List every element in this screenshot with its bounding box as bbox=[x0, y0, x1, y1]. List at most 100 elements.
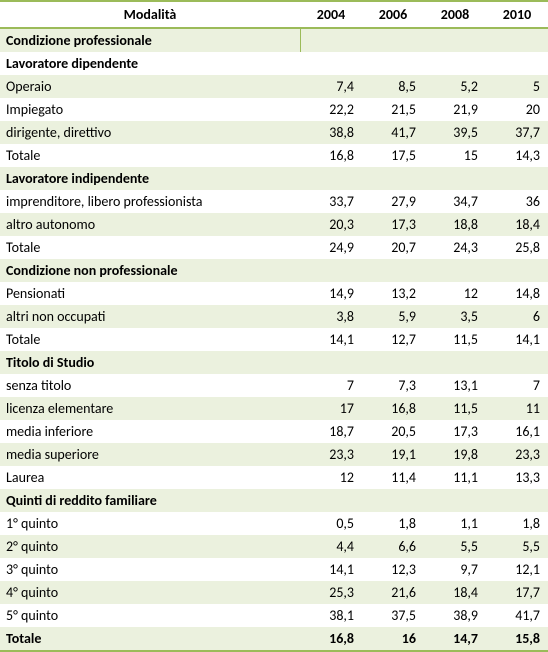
cell-value: 3,8 bbox=[300, 305, 362, 328]
cell-value: 33,7 bbox=[300, 190, 362, 213]
cell-value bbox=[362, 259, 424, 282]
table-row: Quinti di reddito familiare bbox=[0, 489, 548, 512]
cell-value bbox=[486, 167, 548, 190]
cell-value: 23,3 bbox=[300, 443, 362, 466]
cell-value: 11,5 bbox=[424, 397, 486, 420]
table-row: 3° quinto14,112,39,712,1 bbox=[0, 558, 548, 581]
cell-value: 1,8 bbox=[362, 512, 424, 535]
row-label: altri non occupati bbox=[0, 305, 300, 328]
table-row: Titolo di Studio bbox=[0, 351, 548, 374]
cell-value: 21,6 bbox=[362, 581, 424, 604]
cell-value bbox=[486, 259, 548, 282]
col-header-2006: 2006 bbox=[362, 1, 424, 28]
table-row: 5° quinto38,137,538,941,7 bbox=[0, 604, 548, 627]
cell-value bbox=[362, 52, 424, 75]
cell-value: 5,2 bbox=[424, 75, 486, 98]
cell-value: 12,7 bbox=[362, 328, 424, 351]
cell-value: 20,7 bbox=[362, 236, 424, 259]
cell-value: 36 bbox=[486, 190, 548, 213]
cell-value: 0,5 bbox=[300, 512, 362, 535]
cell-value: 13,1 bbox=[424, 374, 486, 397]
cell-value: 18,4 bbox=[486, 213, 548, 236]
col-header-2004: 2004 bbox=[300, 1, 362, 28]
table-row: 4° quinto25,321,618,417,7 bbox=[0, 581, 548, 604]
table-row: altri non occupati3,85,93,56 bbox=[0, 305, 548, 328]
cell-value: 19,8 bbox=[424, 443, 486, 466]
table-row: Lavoratore dipendente bbox=[0, 52, 548, 75]
cell-value: 14,3 bbox=[486, 144, 548, 167]
row-label: Totale bbox=[0, 328, 300, 351]
table-row: Totale16,81614,715,8 bbox=[0, 627, 548, 651]
row-label: 3° quinto bbox=[0, 558, 300, 581]
cell-value: 41,7 bbox=[362, 121, 424, 144]
row-label: 5° quinto bbox=[0, 604, 300, 627]
cell-value: 12 bbox=[300, 466, 362, 489]
table-row: Lavoratore indipendente bbox=[0, 167, 548, 190]
cell-value: 14,9 bbox=[300, 282, 362, 305]
row-label: Pensionati bbox=[0, 282, 300, 305]
table-body: Condizione professionaleLavoratore dipen… bbox=[0, 28, 548, 651]
cell-value bbox=[424, 489, 486, 512]
cell-value bbox=[300, 489, 362, 512]
cell-value: 16,1 bbox=[486, 420, 548, 443]
cell-value: 15 bbox=[424, 144, 486, 167]
data-table: Modalità 2004 2006 2008 2010 Condizione … bbox=[0, 0, 548, 652]
cell-value bbox=[424, 52, 486, 75]
cell-value: 11,4 bbox=[362, 466, 424, 489]
cell-value: 5 bbox=[486, 75, 548, 98]
row-label: media inferiore bbox=[0, 420, 300, 443]
table-row: Pensionati14,913,21214,8 bbox=[0, 282, 548, 305]
row-label: Condizione professionale bbox=[0, 28, 300, 52]
cell-value bbox=[424, 28, 486, 52]
cell-value: 20 bbox=[486, 98, 548, 121]
table-header: Modalità 2004 2006 2008 2010 bbox=[0, 1, 548, 28]
cell-value bbox=[424, 167, 486, 190]
cell-value bbox=[486, 28, 548, 52]
cell-value bbox=[424, 259, 486, 282]
cell-value: 18,7 bbox=[300, 420, 362, 443]
row-label: Quinti di reddito familiare bbox=[0, 489, 300, 512]
row-label: altro autonomo bbox=[0, 213, 300, 236]
table-row: Totale24,920,724,325,8 bbox=[0, 236, 548, 259]
row-label: 1° quinto bbox=[0, 512, 300, 535]
table-row: Totale14,112,711,514,1 bbox=[0, 328, 548, 351]
cell-value: 1,1 bbox=[424, 512, 486, 535]
cell-value bbox=[362, 351, 424, 374]
cell-value: 13,3 bbox=[486, 466, 548, 489]
cell-value bbox=[300, 52, 362, 75]
cell-value: 27,9 bbox=[362, 190, 424, 213]
cell-value: 34,7 bbox=[424, 190, 486, 213]
row-label: Lavoratore indipendente bbox=[0, 167, 300, 190]
cell-value: 7 bbox=[300, 374, 362, 397]
table-row: senza titolo77,313,17 bbox=[0, 374, 548, 397]
col-header-modalita: Modalità bbox=[0, 1, 300, 28]
cell-value: 12,1 bbox=[486, 558, 548, 581]
row-label: Operaio bbox=[0, 75, 300, 98]
table-row: 1° quinto0,51,81,11,8 bbox=[0, 512, 548, 535]
table-row: Laurea1211,411,113,3 bbox=[0, 466, 548, 489]
cell-value: 17,3 bbox=[424, 420, 486, 443]
cell-value: 3,5 bbox=[424, 305, 486, 328]
row-label: Condizione non professionale bbox=[0, 259, 300, 282]
cell-value: 5,9 bbox=[362, 305, 424, 328]
cell-value: 11,1 bbox=[424, 466, 486, 489]
cell-value: 39,5 bbox=[424, 121, 486, 144]
cell-value: 37,5 bbox=[362, 604, 424, 627]
cell-value: 20,5 bbox=[362, 420, 424, 443]
cell-value: 1,8 bbox=[486, 512, 548, 535]
cell-value: 22,2 bbox=[300, 98, 362, 121]
row-label: media superiore bbox=[0, 443, 300, 466]
cell-value bbox=[362, 489, 424, 512]
cell-value: 18,4 bbox=[424, 581, 486, 604]
row-label: dirigente, direttivo bbox=[0, 121, 300, 144]
cell-value: 16 bbox=[362, 627, 424, 651]
cell-value: 41,7 bbox=[486, 604, 548, 627]
cell-value: 20,3 bbox=[300, 213, 362, 236]
cell-value bbox=[300, 28, 362, 52]
cell-value bbox=[424, 351, 486, 374]
row-label: Lavoratore dipendente bbox=[0, 52, 300, 75]
cell-value: 17 bbox=[300, 397, 362, 420]
cell-value: 6 bbox=[486, 305, 548, 328]
cell-value: 24,3 bbox=[424, 236, 486, 259]
row-label: Totale bbox=[0, 236, 300, 259]
